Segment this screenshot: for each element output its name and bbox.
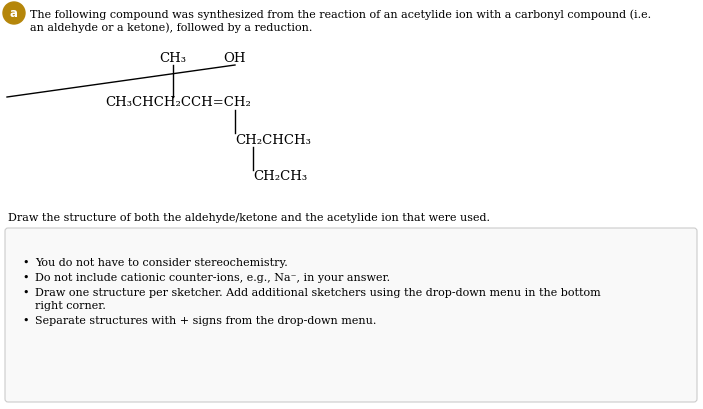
Text: CH₃CHCH₂CCH=CH₂: CH₃CHCH₂CCH=CH₂ (105, 97, 251, 110)
Text: CH₂CH₃: CH₂CH₃ (253, 171, 307, 184)
Text: The following compound was synthesized from the reaction of an acetylide ion wit: The following compound was synthesized f… (30, 9, 651, 20)
Text: CH₃: CH₃ (160, 52, 186, 65)
Text: Draw one structure per sketcher. Add additional sketchers using the drop-down me: Draw one structure per sketcher. Add add… (35, 288, 601, 298)
Text: •: • (22, 316, 29, 326)
Text: Draw the structure of both the aldehyde/ketone and the acetylide ion that were u: Draw the structure of both the aldehyde/… (8, 213, 490, 223)
Text: You do not have to consider stereochemistry.: You do not have to consider stereochemis… (35, 258, 288, 268)
Text: CH₂CHCH₃: CH₂CHCH₃ (235, 133, 311, 146)
Text: •: • (22, 288, 29, 298)
Text: right corner.: right corner. (35, 301, 106, 311)
Text: a: a (10, 7, 18, 20)
Text: OH: OH (224, 52, 246, 65)
Text: •: • (22, 273, 29, 283)
FancyBboxPatch shape (5, 228, 697, 402)
Circle shape (3, 2, 25, 24)
Text: •: • (22, 258, 29, 268)
Text: Separate structures with + signs from the drop-down menu.: Separate structures with + signs from th… (35, 316, 376, 326)
Text: Do not include cationic counter-ions, e.g., Na⁻, in your answer.: Do not include cationic counter-ions, e.… (35, 273, 390, 283)
Text: an aldehyde or a ketone), followed by a reduction.: an aldehyde or a ketone), followed by a … (30, 22, 312, 33)
